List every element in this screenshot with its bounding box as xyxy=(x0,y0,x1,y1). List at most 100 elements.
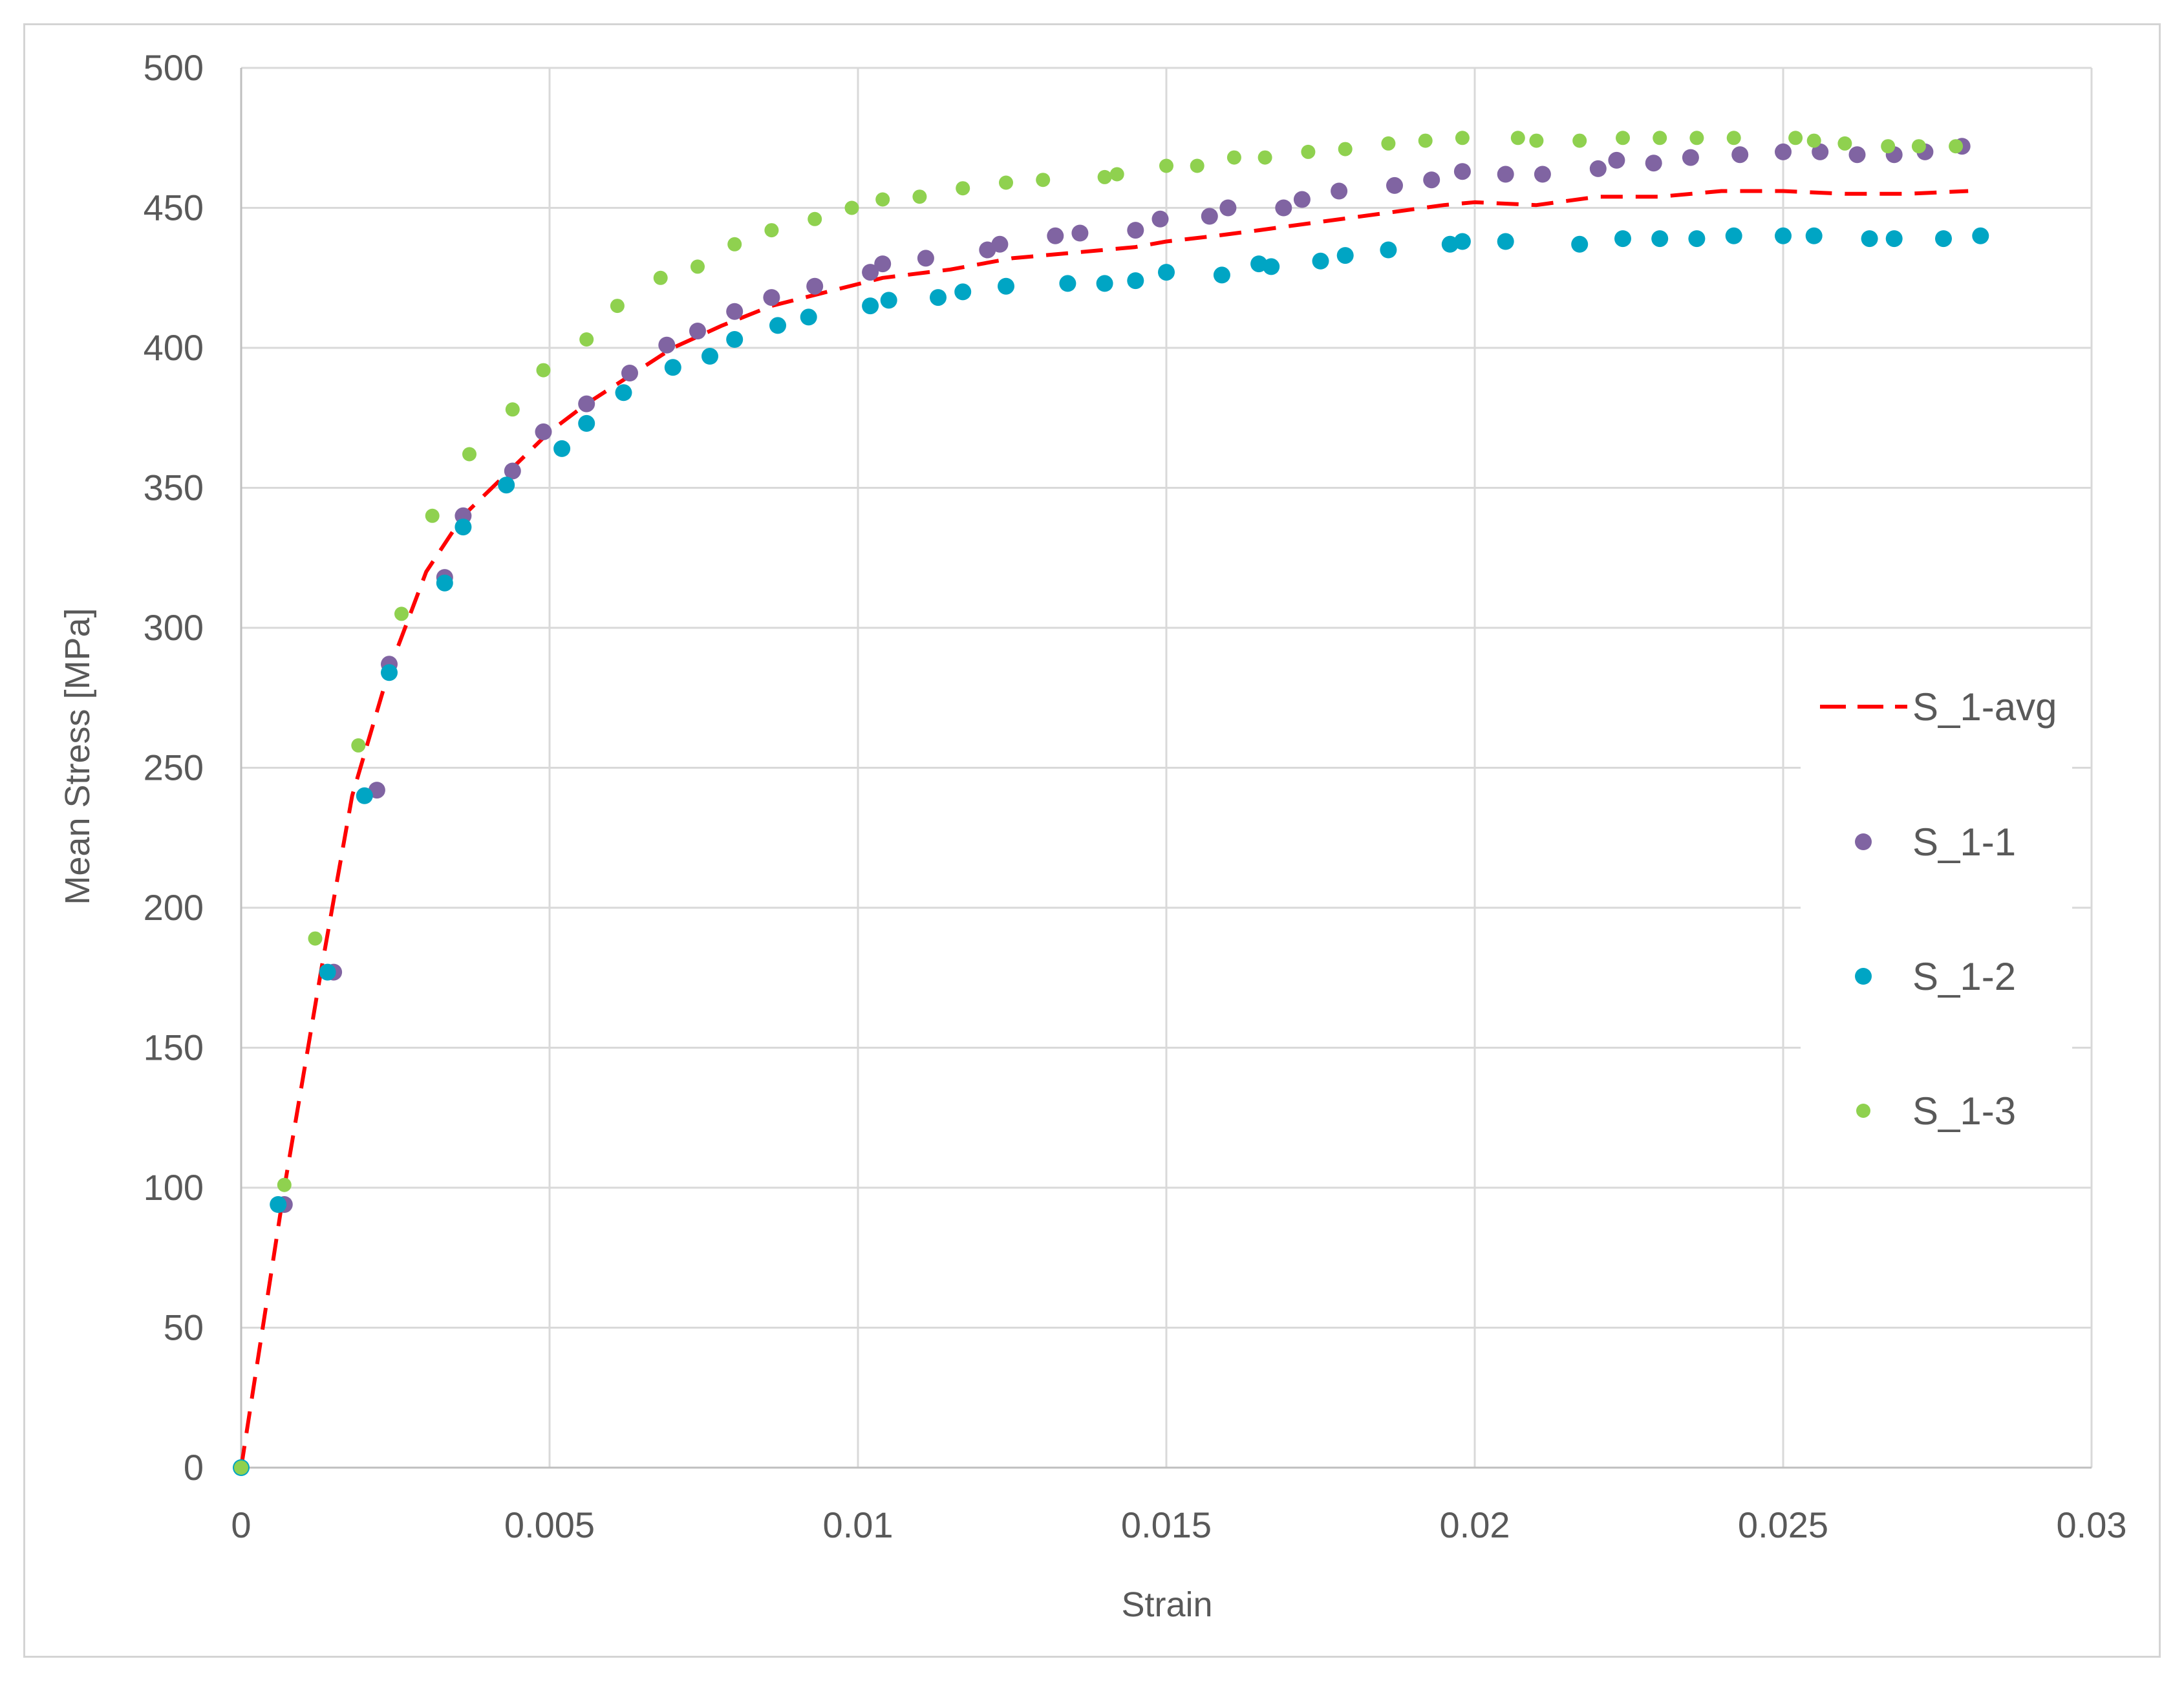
point-s-1-1 xyxy=(1731,146,1749,164)
point-s-1-2 xyxy=(1935,230,1952,248)
x-tick-label: 0.005 xyxy=(504,1504,595,1545)
legend-swatch-s-1-2 xyxy=(1855,968,1872,985)
point-s-1-3 xyxy=(875,192,890,207)
point-s-1-2 xyxy=(1972,227,1989,244)
plot-area xyxy=(233,131,1989,1476)
point-s-1-3 xyxy=(1788,131,1803,145)
point-s-1-2 xyxy=(356,787,373,804)
point-s-1-2 xyxy=(270,1196,287,1213)
point-s-1-1 xyxy=(689,323,706,339)
point-s-1-1 xyxy=(862,264,879,281)
point-s-1-3 xyxy=(1109,167,1124,182)
point-s-1-3 xyxy=(579,332,594,347)
point-s-1-2 xyxy=(553,440,571,457)
point-s-1-2 xyxy=(381,664,398,681)
point-s-1-3 xyxy=(1418,133,1433,148)
grid xyxy=(241,67,2093,1468)
x-tick-label: 0.025 xyxy=(1738,1504,1828,1545)
point-s-1-3 xyxy=(1616,131,1630,145)
y-tick-label: 250 xyxy=(144,747,204,788)
point-s-1-2 xyxy=(1688,230,1706,248)
point-s-1-2 xyxy=(769,317,786,334)
point-s-1-1 xyxy=(578,395,595,412)
point-s-1-2 xyxy=(1312,252,1329,270)
point-s-1-3 xyxy=(425,508,440,523)
y-tick-label: 0 xyxy=(184,1447,204,1488)
legend[interactable]: S_1-avg S_1-1 S_1-2 S_1-3 xyxy=(1801,653,2072,1164)
legend-label-s-1-avg: S_1-avg xyxy=(1912,685,2057,729)
point-s-1-3 xyxy=(1529,133,1544,148)
point-s-1-3 xyxy=(1510,131,1525,145)
point-s-1-1 xyxy=(917,250,934,267)
y-tick-label: 100 xyxy=(144,1167,204,1208)
point-s-1-3 xyxy=(1036,173,1051,187)
point-s-1-2 xyxy=(880,292,897,309)
point-s-1-2 xyxy=(1059,275,1076,292)
point-s-1-3 xyxy=(536,363,551,378)
point-s-1-2 xyxy=(1336,247,1354,264)
point-s-1-1 xyxy=(806,277,824,295)
point-s-1-2 xyxy=(664,359,681,376)
point-s-1-1 xyxy=(1293,191,1311,208)
point-s-1-2 xyxy=(1614,230,1631,248)
y-tick-label: 50 xyxy=(164,1307,204,1348)
point-s-1-2 xyxy=(1571,235,1589,253)
point-s-1-3 xyxy=(351,738,366,753)
y-tick-label: 450 xyxy=(144,187,204,228)
x-tick-label: 0 xyxy=(231,1504,251,1545)
point-s-1-3 xyxy=(277,1177,292,1192)
point-s-1-1 xyxy=(1534,166,1551,183)
legend-background xyxy=(1801,653,2072,1164)
x-tick-label: 0.01 xyxy=(823,1504,894,1545)
point-s-1-2 xyxy=(436,574,453,592)
point-s-1-2 xyxy=(1805,227,1823,244)
legend-swatch-s-1-3 xyxy=(1856,1104,1870,1118)
point-s-1-3 xyxy=(1881,139,1896,154)
point-s-1-3 xyxy=(1338,142,1353,156)
point-s-1-2 xyxy=(1213,266,1230,284)
point-s-1-2 xyxy=(800,308,817,326)
legend-label-s-1-2: S_1-2 xyxy=(1912,955,2016,998)
point-s-1-3 xyxy=(691,259,705,274)
point-s-1-1 xyxy=(1047,227,1064,244)
point-s-1-1 xyxy=(1071,224,1089,242)
point-s-1-3 xyxy=(1258,150,1272,165)
point-s-1-1 xyxy=(1219,199,1237,217)
point-s-1-1 xyxy=(726,303,744,320)
point-s-1-2 xyxy=(1096,275,1113,292)
y-tick-label: 350 xyxy=(144,467,204,508)
point-s-1-1 xyxy=(1331,182,1348,200)
point-s-1-1 xyxy=(535,423,552,440)
point-s-1-1 xyxy=(1645,155,1662,172)
point-s-1-2 xyxy=(998,277,1014,295)
point-s-1-1 xyxy=(504,462,521,480)
point-s-1-2 xyxy=(578,414,595,432)
point-s-1-2 xyxy=(930,289,947,306)
point-s-1-3 xyxy=(1455,131,1470,145)
point-s-1-1 xyxy=(1386,177,1403,194)
point-s-1-2 xyxy=(954,283,972,301)
point-s-1-3 xyxy=(1837,136,1852,151)
legend-label-s-1-3: S_1-3 xyxy=(1912,1089,2016,1133)
point-s-1-1 xyxy=(874,255,892,273)
point-s-1-2 xyxy=(1158,264,1175,281)
point-s-1-1 xyxy=(1497,166,1514,183)
y-tick-label: 500 xyxy=(144,47,204,88)
point-s-1-3 xyxy=(308,931,323,946)
point-s-1-2 xyxy=(1497,233,1514,250)
point-s-1-1 xyxy=(1275,199,1292,217)
point-s-1-1 xyxy=(763,289,780,306)
point-s-1-1 xyxy=(1848,146,1866,164)
legend-label-s-1-1: S_1-1 xyxy=(1912,820,2016,864)
point-s-1-1 xyxy=(621,365,638,381)
y-tick-label: 200 xyxy=(144,887,204,928)
point-s-1-2 xyxy=(701,348,718,365)
point-s-1-1 xyxy=(1151,210,1169,228)
point-s-1-1 xyxy=(1127,222,1144,239)
point-s-1-1 xyxy=(1775,143,1792,160)
point-s-1-3 xyxy=(462,447,476,462)
point-s-1-1 xyxy=(1608,151,1625,169)
x-tick-label: 0.015 xyxy=(1121,1504,1212,1545)
point-s-1-1 xyxy=(1812,143,1829,160)
legend-swatch-s-1-1 xyxy=(1855,833,1872,850)
